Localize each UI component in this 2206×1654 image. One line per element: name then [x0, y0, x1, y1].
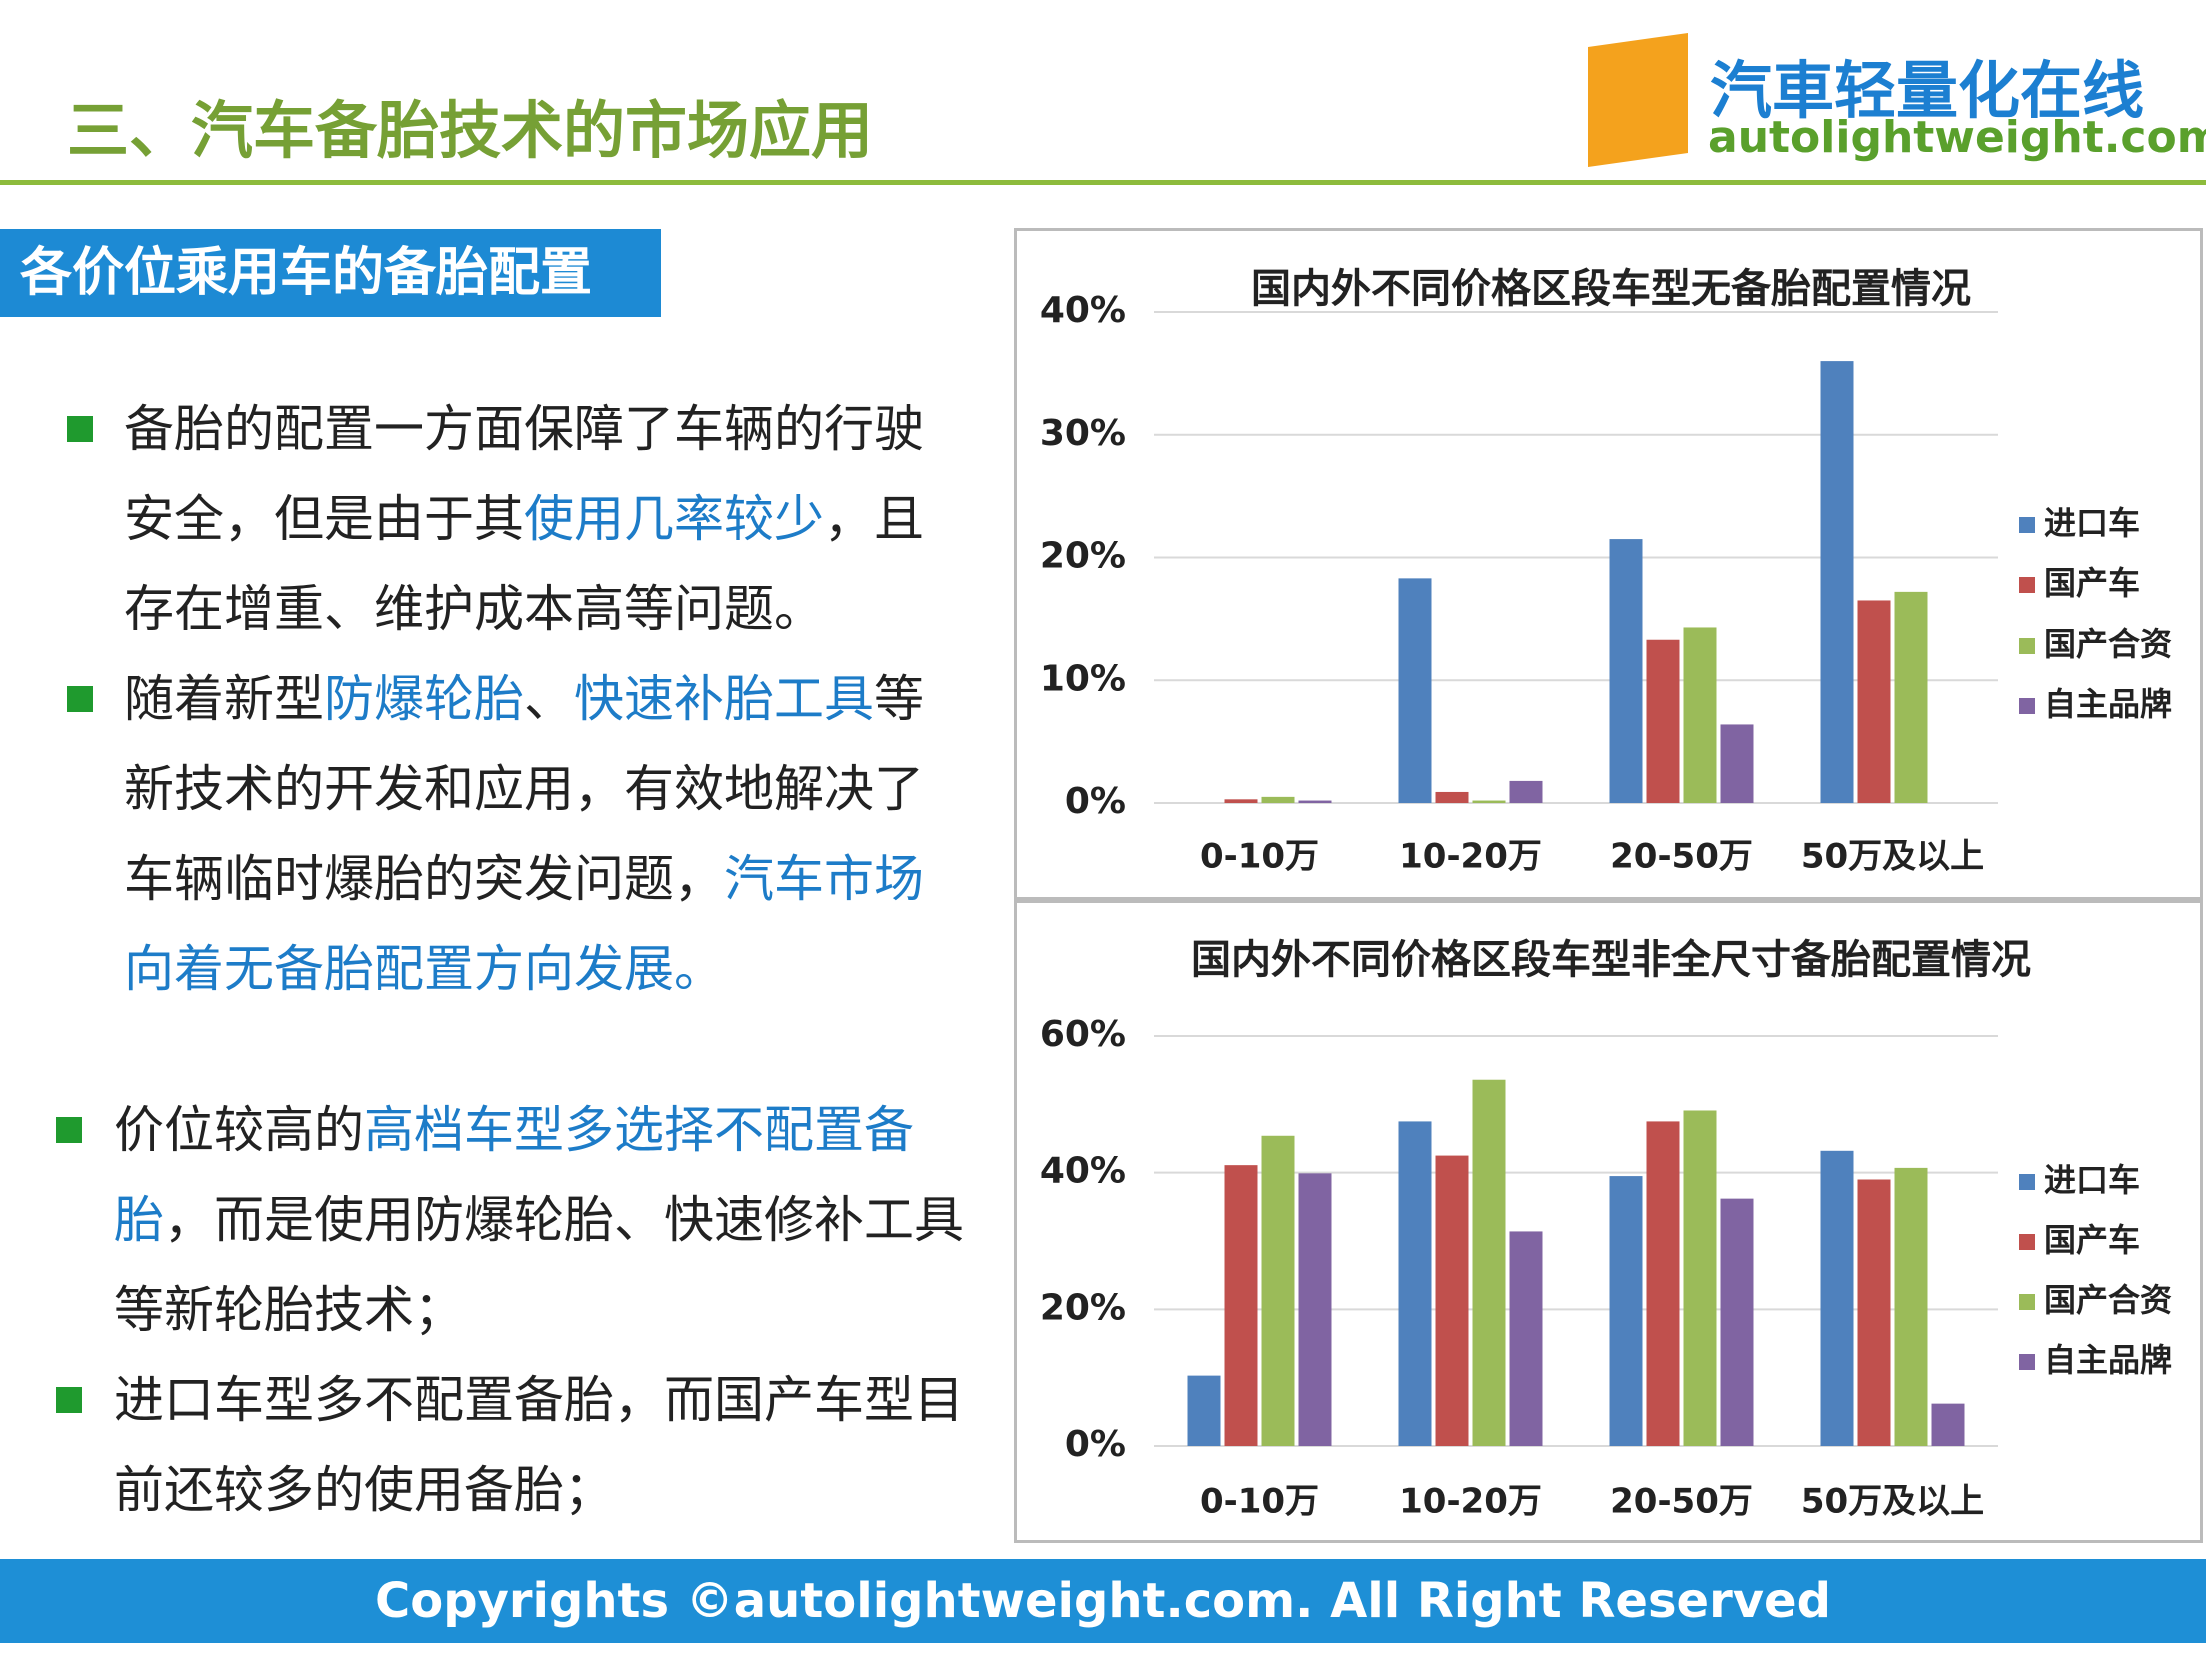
text-span: 备胎的配置一方面保障了车辆的行驶安全，但是由于其	[124, 400, 924, 548]
section-label: 各价位乘用车的备胎配置	[0, 229, 661, 317]
legend-label: 国产合资	[2044, 625, 2172, 663]
bar	[1472, 1079, 1506, 1446]
legend-label: 国产合资	[2044, 1281, 2172, 1319]
bar	[1720, 1198, 1754, 1446]
slide-title: 三、汽车备胎技术的市场应用	[67, 94, 874, 167]
legend-label: 自主品牌	[2044, 685, 2172, 723]
text-span: 价位较高的	[114, 1101, 364, 1159]
bar	[1435, 791, 1469, 803]
y-tick-label: 0%	[1065, 1424, 1126, 1465]
bar	[1857, 600, 1891, 803]
bar	[1472, 800, 1506, 803]
y-tick-label: 30%	[1040, 413, 1126, 454]
chart-title: 国内外不同价格区段车型非全尺寸备胎配置情况	[1191, 937, 2031, 983]
y-tick-label: 10%	[1040, 658, 1126, 699]
footer: Copyrights ©autolightweight.com. All Rig…	[0, 1559, 2206, 1643]
bar	[1683, 1110, 1717, 1446]
bar	[1857, 1179, 1891, 1446]
legend-swatch	[2019, 577, 2035, 593]
bar	[1646, 1121, 1680, 1446]
legend-label: 自主品牌	[2044, 1341, 2172, 1379]
legend-swatch	[2019, 1294, 2035, 1310]
bar	[1261, 796, 1295, 803]
bar	[1894, 1167, 1928, 1446]
text-span: 等新技术的开发和应用，有效地解决了车辆临时爆胎的突发问题，	[124, 670, 924, 908]
bar	[1261, 1135, 1295, 1446]
chart-panel	[1014, 228, 2203, 900]
bullet-marker	[67, 416, 93, 442]
legend-swatch	[2019, 1354, 2035, 1370]
bar	[1224, 799, 1258, 803]
chart-title: 国内外不同价格区段车型无备胎配置情况	[1251, 266, 1971, 312]
logo-url: autolightweight.com	[1708, 112, 2206, 163]
legend-swatch	[2019, 1174, 2035, 1190]
x-tick-label: 10-20万	[1399, 1482, 1542, 1522]
bar	[1720, 724, 1754, 803]
x-tick-label: 10-20万	[1399, 837, 1542, 877]
text-span: 快速补胎工具	[574, 670, 874, 728]
text-span: ，而是使用防爆轮胎、快速修补工具等新轮胎技术；	[114, 1191, 964, 1339]
y-tick-label: 20%	[1040, 1287, 1126, 1328]
bar	[1398, 578, 1432, 803]
legend-swatch	[2019, 698, 2035, 714]
legend-label: 国产车	[2044, 564, 2140, 602]
bullet-marker	[56, 1117, 82, 1143]
chart-panel	[1014, 900, 2203, 1543]
text-span: 防爆轮胎	[324, 670, 524, 728]
title-rule	[0, 180, 2206, 185]
text-span: ，且存在增重、维护成本高等问题。	[124, 490, 924, 638]
bar	[1894, 591, 1928, 803]
bar	[1435, 1155, 1469, 1446]
bar	[1298, 800, 1332, 803]
bullet-text: 随着新型防爆轮胎、快速补胎工具等新技术的开发和应用，有效地解决了车辆临时爆胎的突…	[124, 654, 934, 1014]
bar	[1509, 1231, 1543, 1446]
bar	[1298, 1173, 1332, 1446]
text-span: 、	[524, 670, 574, 728]
y-tick-label: 20%	[1040, 536, 1126, 577]
legend-swatch	[2019, 638, 2035, 654]
bar	[1224, 1165, 1258, 1446]
bar	[1646, 639, 1680, 803]
bullet-marker	[67, 686, 93, 712]
legend-swatch	[2019, 517, 2035, 533]
x-tick-label: 50万及以上	[1801, 837, 1984, 877]
logo-text: 汽車轻量化在线	[1710, 54, 2145, 127]
text-span: 随着新型	[124, 670, 324, 728]
bar	[1398, 1121, 1432, 1446]
legend-label: 进口车	[2044, 1161, 2140, 1199]
y-tick-label: 0%	[1065, 781, 1126, 822]
legend-label: 国产车	[2044, 1221, 2140, 1259]
text-span: 进口车型多不配置备胎，而国产车型目前还较多的使用备胎；	[114, 1371, 964, 1519]
x-tick-label: 0-10万	[1200, 1482, 1319, 1522]
legend-label: 进口车	[2044, 504, 2140, 542]
bar	[1509, 780, 1543, 803]
bar	[1609, 539, 1643, 803]
bullet-marker	[56, 1387, 82, 1413]
y-tick-label: 60%	[1040, 1014, 1126, 1055]
text-span: 汽车市场向着无备胎配置方向发展。	[124, 850, 924, 998]
bullet-text: 进口车型多不配置备胎，而国产车型目前还较多的使用备胎；	[114, 1355, 974, 1535]
y-tick-label: 40%	[1040, 290, 1126, 331]
text-span: 使用几率较少	[524, 490, 824, 548]
legend-swatch	[2019, 1234, 2035, 1250]
bar	[1820, 361, 1854, 803]
bar	[1187, 1375, 1221, 1446]
x-tick-label: 20-50万	[1610, 1482, 1753, 1522]
bullet-text: 价位较高的高档车型多选择不配置备胎，而是使用防爆轮胎、快速修补工具等新轮胎技术；	[114, 1085, 974, 1355]
bullet-text: 备胎的配置一方面保障了车辆的行驶安全，但是由于其使用几率较少，且存在增重、维护成…	[124, 384, 934, 654]
text-span: 高档车型多选择不配置备胎	[114, 1101, 914, 1249]
x-tick-label: 0-10万	[1200, 837, 1319, 877]
bar	[1609, 1176, 1643, 1446]
x-tick-label: 50万及以上	[1801, 1482, 1984, 1522]
bar	[1683, 627, 1717, 803]
y-tick-label: 40%	[1040, 1151, 1126, 1192]
bar	[1931, 1403, 1965, 1446]
x-tick-label: 20-50万	[1610, 837, 1753, 877]
bar	[1820, 1150, 1854, 1446]
